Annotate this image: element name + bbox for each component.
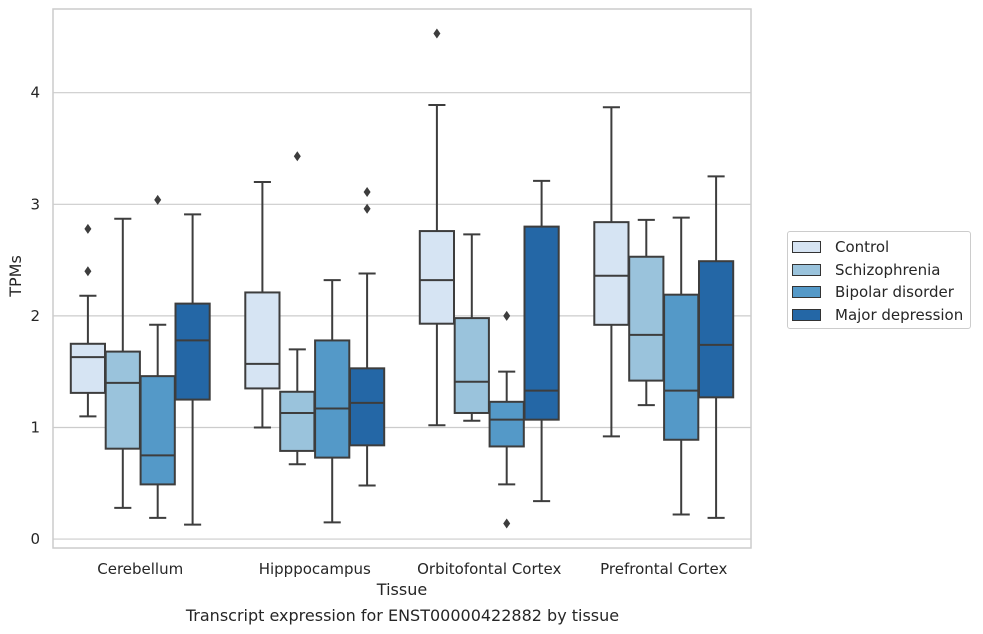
legend-label: Bipolar disorder: [835, 283, 954, 302]
legend-item: Control: [788, 236, 970, 259]
outlier-point: [433, 28, 441, 39]
x-axis-ticks: Cerebellum Hipppocampus Orbitofontal Corte…: [97, 560, 727, 578]
box-control: [244, 180, 281, 429]
x-tick-label: Orbitofontal Cortex: [417, 560, 561, 578]
outlier-point: [363, 187, 371, 198]
legend-swatch: [792, 308, 821, 321]
iqr-box: [488, 400, 525, 448]
iqr-box: [697, 260, 735, 399]
iqr-box: [244, 291, 281, 390]
legend-label: Control: [835, 238, 890, 257]
outlier-point: [503, 310, 511, 321]
y-tick-label: 0: [30, 530, 40, 548]
box-major-depression: [174, 213, 211, 526]
iqr-box: [104, 350, 141, 450]
y-axis-ticks: 0 1 2 3 4: [30, 84, 40, 548]
box-schizophrenia: [104, 217, 141, 509]
iqr-box: [174, 302, 211, 401]
outlier-point: [293, 151, 301, 162]
iqr-box: [593, 221, 630, 326]
y-tick-label: 1: [30, 418, 40, 436]
y-tick-label: 3: [30, 195, 40, 213]
legend-swatch: [792, 263, 821, 276]
legend-item: Major depression: [788, 304, 970, 327]
x-tick-label: Hipppocampus: [259, 560, 371, 578]
iqr-box: [663, 293, 700, 441]
y-tick-label: 4: [30, 84, 40, 102]
legend-swatch: [792, 241, 821, 254]
iqr-box: [523, 225, 560, 421]
box-control: [69, 223, 107, 418]
iqr-box: [314, 339, 351, 459]
legend-label: Schizophrenia: [835, 260, 941, 279]
box-bipolar-disorder: [488, 310, 525, 529]
iqr-box: [139, 375, 176, 486]
box-bipolar-disorder: [139, 194, 176, 519]
legend-label: Major depression: [835, 305, 964, 324]
iqr-box: [418, 230, 456, 325]
box-bipolar-disorder: [663, 216, 700, 516]
y-axis-label: TPMs: [6, 255, 25, 298]
legend-item: Schizophrenia: [788, 259, 970, 282]
legend: Control Schizophrenia Bipolar disorder Majo…: [787, 231, 971, 329]
box-major-depression: [523, 179, 560, 503]
box-schizophrenia: [628, 218, 665, 407]
boxes: [69, 28, 735, 529]
x-axis-label: Tissue: [376, 580, 427, 599]
outlier-point: [84, 266, 92, 277]
box-control: [418, 28, 456, 427]
iqr-box: [69, 342, 107, 394]
iqr-box: [453, 317, 490, 414]
outlier-point: [503, 518, 511, 529]
outlier-point: [363, 203, 371, 214]
box-major-depression: [697, 175, 735, 519]
box-major-depression: [348, 187, 386, 487]
box-schizophrenia: [453, 233, 490, 422]
iqr-box: [279, 390, 316, 452]
iqr-box: [628, 255, 665, 382]
chart-caption: Transcript expression for ENST0000042288…: [185, 606, 620, 625]
iqr-box: [348, 367, 386, 447]
x-tick-label: Prefrontal Cortex: [600, 560, 727, 578]
legend-swatch: [792, 286, 821, 299]
outlier-point: [84, 223, 92, 234]
box-bipolar-disorder: [314, 279, 351, 524]
outlier-point: [154, 194, 162, 205]
x-tick-label: Cerebellum: [97, 560, 183, 578]
legend-item: Bipolar disorder: [788, 281, 970, 304]
y-tick-label: 2: [30, 307, 40, 325]
